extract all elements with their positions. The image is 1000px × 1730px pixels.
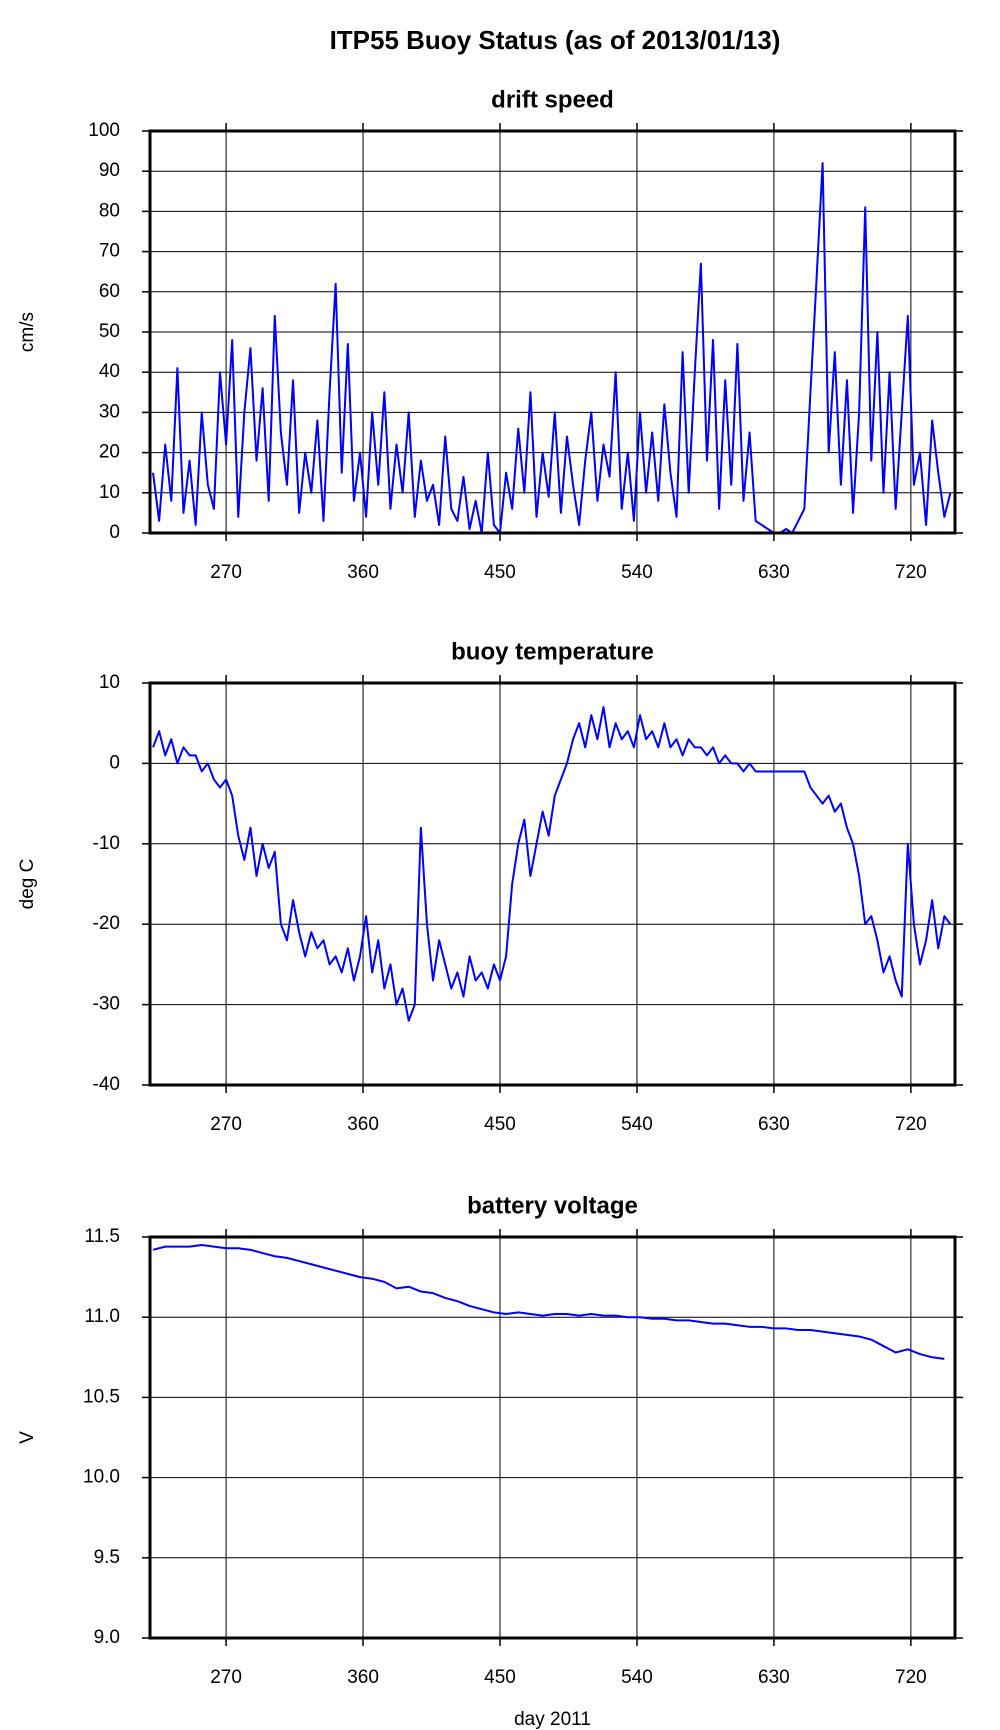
panel-title: battery voltage	[467, 1192, 638, 1219]
y-tick-label: 10	[99, 672, 120, 693]
y-tick-label: 10.5	[83, 1386, 120, 1407]
y-tick-label: 60	[99, 281, 120, 302]
y-tick-label: 70	[99, 241, 120, 262]
x-tick-label: 540	[621, 562, 653, 583]
x-tick-label: 360	[347, 1114, 379, 1135]
plot-frame	[148, 1235, 957, 1640]
x-tick-label: 360	[347, 1667, 379, 1688]
y-tick-label: 10.0	[83, 1467, 120, 1488]
y-tick-label: 11.0	[84, 1306, 120, 1327]
x-tick-label: 720	[895, 1114, 927, 1135]
y-tick-label: 9.0	[94, 1627, 120, 1648]
y-tick-label: 100	[88, 120, 120, 141]
plot-frame	[148, 129, 957, 535]
plot-frame	[148, 681, 957, 1087]
data-line	[152, 706, 952, 1022]
x-tick-label: 630	[758, 1114, 790, 1135]
y-tick-label: 40	[99, 361, 120, 382]
x-axis-label: day 2011	[514, 1709, 591, 1730]
x-tick-label: 540	[621, 1667, 653, 1688]
data-line	[152, 162, 952, 534]
x-tick-label: 360	[347, 562, 379, 583]
x-tick-label: 270	[210, 1114, 242, 1135]
data-line	[152, 1244, 945, 1360]
y-axis-label: V	[17, 1431, 38, 1444]
y-tick-label: 10	[99, 482, 120, 503]
x-tick-label: 450	[484, 1114, 516, 1135]
y-tick-label: -10	[93, 833, 120, 854]
x-tick-label: 720	[895, 1667, 927, 1688]
y-tick-label: 0	[109, 522, 120, 543]
page-title: ITP55 Buoy Status (as of 2013/01/13)	[330, 25, 781, 55]
y-tick-label: 80	[99, 200, 120, 221]
x-tick-label: 270	[210, 1667, 242, 1688]
x-tick-label: 540	[621, 1114, 653, 1135]
x-tick-label: 270	[210, 562, 242, 583]
panel-title: buoy temperature	[451, 638, 654, 665]
y-tick-label: 90	[99, 160, 120, 181]
y-tick-label: -20	[93, 913, 120, 934]
y-tick-label: -30	[93, 994, 120, 1015]
y-axis-label: cm/s	[17, 312, 38, 352]
panel-title: drift speed	[491, 86, 614, 113]
x-tick-label: 630	[758, 1667, 790, 1688]
y-axis-label: deg C	[17, 859, 38, 910]
x-tick-label: 720	[895, 562, 927, 583]
y-tick-label: 11.5	[84, 1226, 120, 1247]
y-tick-label: 20	[99, 442, 120, 463]
x-tick-label: 450	[484, 562, 516, 583]
y-tick-label: 50	[99, 321, 120, 342]
y-tick-label: -40	[93, 1074, 120, 1095]
y-tick-label: 9.5	[94, 1547, 120, 1568]
y-tick-label: 0	[109, 752, 120, 773]
x-tick-label: 450	[484, 1667, 516, 1688]
y-tick-label: 30	[99, 401, 120, 422]
x-tick-label: 630	[758, 562, 790, 583]
